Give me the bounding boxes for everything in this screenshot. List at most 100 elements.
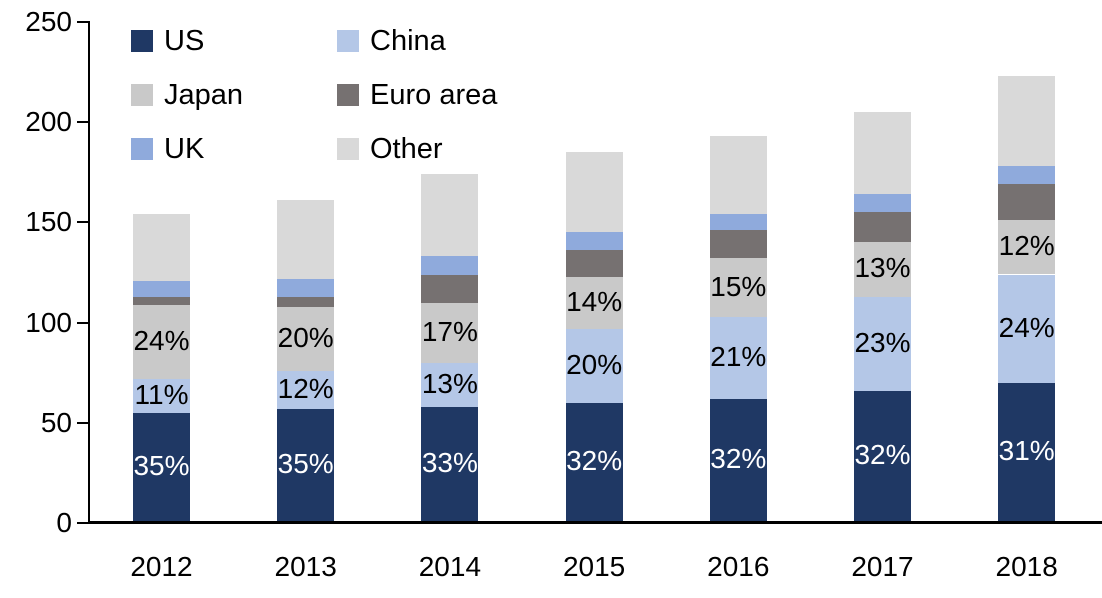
bar-segment-2018-uk <box>998 166 1056 185</box>
segment-label-2016-us: 32% <box>710 442 767 474</box>
legend-swatch-icon <box>337 30 359 52</box>
segment-label-2015-china: 20% <box>566 348 623 380</box>
legend-item-china: China <box>337 22 497 60</box>
segment-label-2017-us: 32% <box>854 438 911 470</box>
bar-segment-2012-uk <box>133 280 190 297</box>
bar-segment-2012-china <box>133 378 190 413</box>
bar-segment-2014-other <box>421 174 479 257</box>
bar-segment-2015-china <box>565 328 623 403</box>
bar-segment-2016-euro-area <box>709 230 767 259</box>
bar-segment-2012-us <box>133 412 190 521</box>
x-axis-label-2018: 2018 <box>995 551 1058 582</box>
y-axis-tick <box>77 321 88 324</box>
segment-label-2012-japan: 24% <box>133 324 190 356</box>
segment-label-2014-japan: 17% <box>421 315 478 347</box>
legend-item-other: Other <box>337 130 497 168</box>
legend-item-label: UK <box>164 133 205 165</box>
bar-segment-2014-china <box>421 362 479 407</box>
bar-segment-2012-euro-area <box>133 296 190 305</box>
bar-segment-2015-other <box>565 152 623 233</box>
legend-item-euro-area: Euro area <box>337 76 497 114</box>
bar-segment-2014-us <box>421 406 479 521</box>
legend-swatch-icon <box>131 84 153 106</box>
x-axis-label-2016: 2016 <box>707 551 770 582</box>
y-axis-tick <box>77 221 88 224</box>
bar-segment-2014-japan <box>421 302 479 363</box>
bar-segment-2018-japan <box>998 220 1056 275</box>
y-axis-tick-label: 50 <box>40 406 72 438</box>
legend-swatch-icon <box>337 84 359 106</box>
bar-segment-2018-euro-area <box>998 184 1056 221</box>
bar-segment-2013-euro-area <box>277 296 335 307</box>
segment-label-2013-us: 35% <box>277 447 334 479</box>
legend-item-label: Japan <box>164 79 244 111</box>
segment-label-2017-china: 23% <box>854 326 911 358</box>
y-axis-line <box>88 21 90 524</box>
segment-label-2012-us: 35% <box>133 449 190 481</box>
legend-item-japan: Japan <box>131 76 337 114</box>
legend-swatch-icon <box>131 138 153 160</box>
bar-segment-2012-japan <box>133 304 190 379</box>
segment-label-2015-japan: 14% <box>566 285 623 317</box>
bar-segment-2013-uk <box>277 278 335 297</box>
legend-item-us: US <box>131 22 337 60</box>
bar-segment-2016-other <box>709 136 767 215</box>
x-axis-label-2014: 2014 <box>418 551 482 582</box>
legend-item-label: China <box>370 25 446 57</box>
legend-item-uk: UK <box>131 130 337 168</box>
y-axis-tick <box>77 421 88 424</box>
bar-segment-2016-china <box>709 316 767 399</box>
x-axis-label-2017: 2017 <box>851 551 914 582</box>
bar-segment-2014-uk <box>421 256 479 275</box>
bar-segment-2014-euro-area <box>421 274 479 303</box>
x-axis-label-2013: 2013 <box>274 551 337 582</box>
bar-segment-2018-us <box>998 382 1056 521</box>
y-axis-tick-label: 0 <box>56 507 72 538</box>
bar-segment-2015-us <box>565 402 623 521</box>
segment-label-2018-china: 24% <box>998 311 1055 343</box>
legend-swatch-icon <box>131 30 153 52</box>
bar-segment-2013-other <box>277 200 335 279</box>
bar-segment-2016-us <box>709 398 767 521</box>
bar-segment-2012-other <box>133 214 190 281</box>
y-axis-tick <box>77 522 88 524</box>
y-axis-tick-label: 200 <box>25 106 72 138</box>
y-axis-tick-label: 250 <box>25 6 72 37</box>
segment-label-2014-china: 13% <box>421 367 478 399</box>
bar-segment-2017-euro-area <box>854 212 911 243</box>
bar-segment-2013-japan <box>277 306 335 371</box>
legend-item-label: US <box>164 25 205 57</box>
x-axis-line <box>88 521 1102 524</box>
legend-item-label: Euro area <box>370 79 498 111</box>
segment-label-2013-japan: 20% <box>277 321 334 353</box>
bar-segment-2017-other <box>854 112 911 195</box>
bar-segment-2013-us <box>277 408 335 521</box>
bar-segment-2018-other <box>998 76 1056 167</box>
bar-segment-2016-uk <box>709 214 767 231</box>
bar-segment-2018-china <box>998 274 1056 383</box>
segment-label-2018-us: 31% <box>998 434 1055 466</box>
segment-label-2014-us: 33% <box>421 446 478 478</box>
bar-segment-2017-uk <box>854 194 911 213</box>
segment-label-2016-china: 21% <box>710 340 767 372</box>
bar-segment-2017-japan <box>854 242 911 297</box>
bar-segment-2016-japan <box>709 258 767 317</box>
x-axis-label-2015: 2015 <box>562 551 626 582</box>
segment-label-2018-japan: 12% <box>998 230 1055 262</box>
bar-segment-2017-us <box>854 390 911 521</box>
y-axis-tick <box>77 21 88 23</box>
segment-label-2017-japan: 13% <box>854 252 911 284</box>
segment-label-2015-us: 32% <box>566 444 623 476</box>
bar-segment-2015-uk <box>565 232 623 251</box>
x-axis-label-2012: 2012 <box>130 551 193 582</box>
bar-segment-2017-china <box>854 296 911 391</box>
legend-item-label: Other <box>370 133 443 165</box>
bar-segment-2015-euro-area <box>565 250 623 277</box>
y-axis-tick <box>77 121 88 124</box>
y-axis-tick-label: 100 <box>25 306 72 338</box>
segment-label-2013-china: 12% <box>277 372 334 404</box>
segment-label-2012-china: 11% <box>134 378 189 410</box>
bar-segment-2015-japan <box>565 276 623 329</box>
bar-segment-2013-china <box>277 370 335 409</box>
